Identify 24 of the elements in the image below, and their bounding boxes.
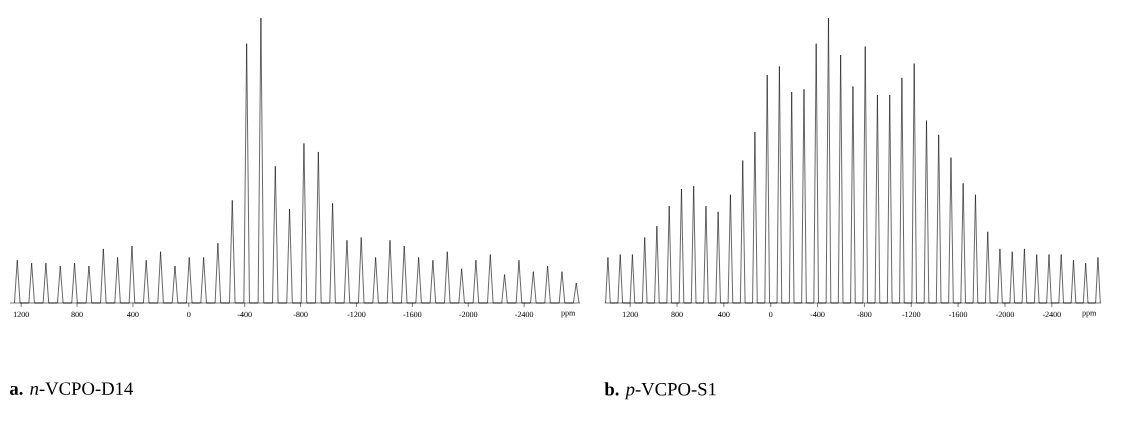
x-tick-label: -2000: [459, 311, 478, 318]
text: b. p-VCPO-S1: [604, 382, 716, 400]
x-axis-title: ppm: [561, 311, 576, 318]
x-tick-label: 800: [671, 311, 683, 318]
x-tick-label: 400: [127, 311, 139, 318]
x-tick-label: -1200: [347, 311, 366, 318]
x-tick-label: -400: [810, 311, 825, 318]
x-tick-label: -400: [237, 311, 252, 318]
x-tick-label: 400: [718, 311, 730, 318]
text: a. n-VCPO-D14: [9, 382, 134, 396]
x-tick-label: -1600: [403, 311, 422, 318]
x-axis-title: ppm: [1082, 311, 1097, 318]
x-tick-label: 1200: [622, 311, 638, 318]
x-tick-label: 0: [187, 311, 191, 318]
x-tick-label: -1600: [949, 311, 968, 318]
x-tick-label: -2000: [995, 311, 1014, 318]
x-tick-label: -2400: [1042, 311, 1061, 318]
x-tick-label: 800: [71, 311, 83, 318]
x-tick-label: -800: [293, 311, 308, 318]
x-tick-label: -2400: [515, 311, 534, 318]
x-tick-label: 1200: [13, 311, 29, 318]
x-tick-label: -800: [857, 311, 872, 318]
x-tick-label: -1200: [902, 311, 921, 318]
x-tick-label: 0: [769, 311, 773, 318]
